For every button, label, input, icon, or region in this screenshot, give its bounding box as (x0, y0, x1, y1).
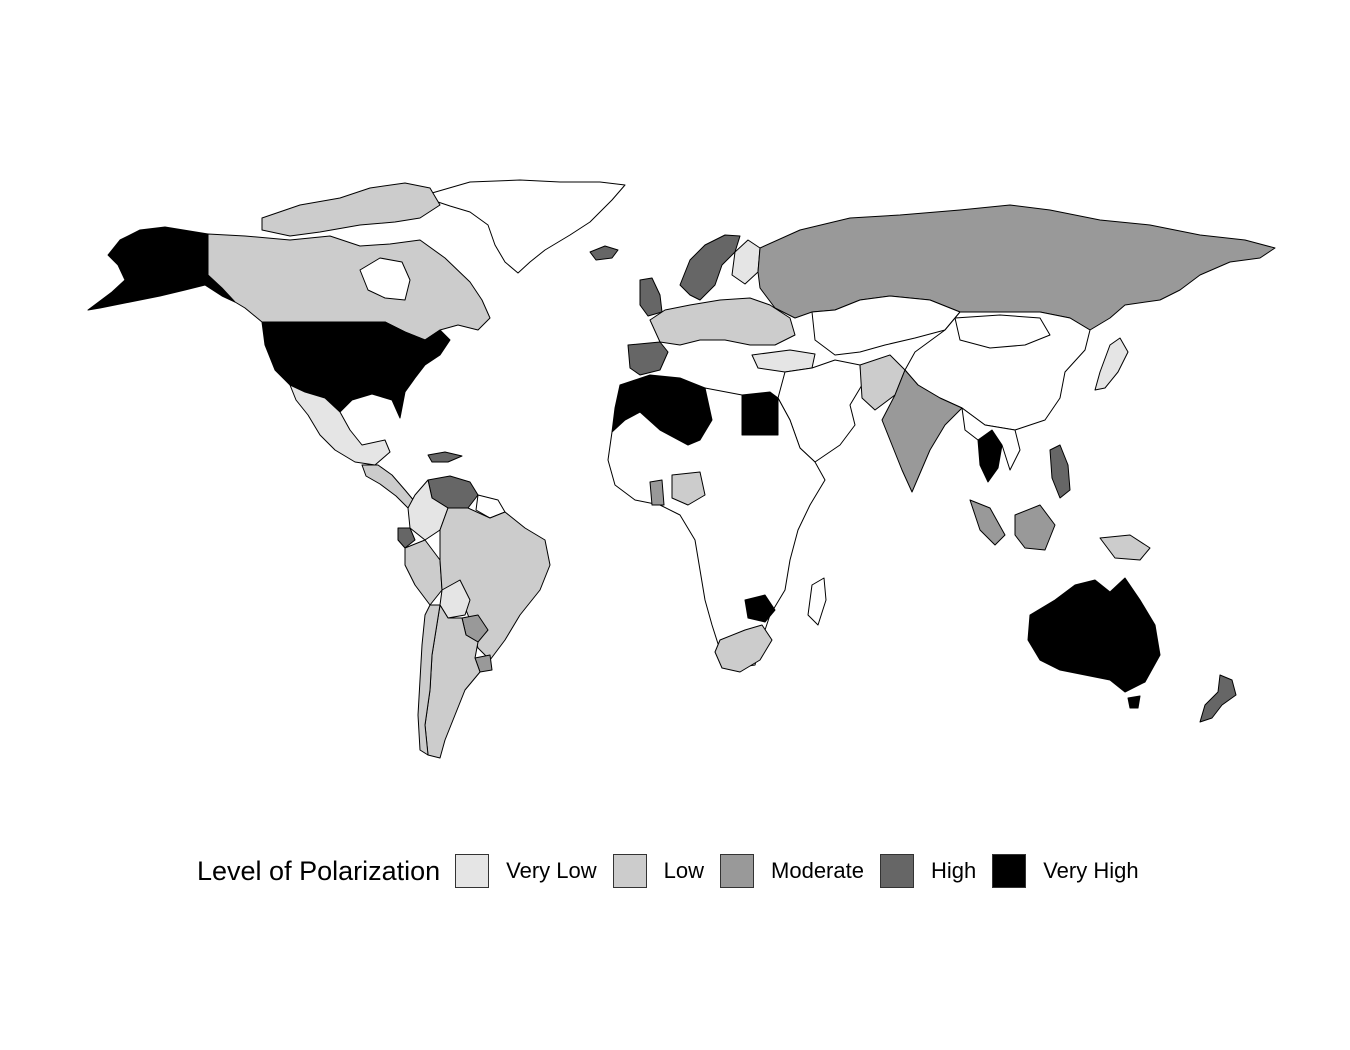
legend-item-high: High (879, 854, 992, 888)
country-caribbean (427, 451, 463, 463)
country-mongolia (954, 314, 1051, 349)
country-scandinavia (679, 234, 741, 301)
country-chile (417, 604, 441, 756)
legend-title: Level of Polarization (197, 855, 441, 886)
country-new-zealand (1199, 674, 1237, 723)
country-greenland (431, 179, 626, 274)
legend-swatch-very-high (992, 854, 1027, 888)
legend-label-very-low: Very Low (506, 858, 597, 883)
hudson-bay (359, 257, 411, 301)
legend-label-low: Low (663, 858, 705, 883)
country-ecuador (397, 527, 416, 549)
country-egypt (741, 391, 779, 436)
legend-swatch-very-low (455, 854, 490, 888)
legend-label-very-high: Very High (1043, 858, 1139, 883)
country-canada-arctic (261, 182, 441, 237)
country-iceland (589, 245, 619, 261)
country-japan (1094, 337, 1129, 391)
country-australia (1027, 577, 1161, 693)
country-africa (607, 387, 826, 669)
country-zimbabwe (744, 594, 776, 623)
country-malaysia-indonesia (969, 499, 1056, 551)
legend-swatch-moderate (720, 854, 755, 888)
legend-item-very-high: Very High (992, 854, 1154, 888)
country-ghana (649, 479, 665, 506)
country-tasmania (1127, 695, 1141, 709)
country-peru (404, 539, 443, 606)
country-iberia (627, 341, 669, 376)
legend: Level of Polarization Very Low Low Moder… (197, 852, 1155, 890)
country-canada (207, 233, 491, 341)
country-mexico (289, 384, 391, 466)
legend-swatch-high (879, 854, 914, 888)
country-png (1099, 534, 1151, 561)
legend-item-very-low: Very Low (455, 854, 613, 888)
legend-item-low: Low (612, 854, 720, 888)
legend-label-high: High (930, 858, 977, 883)
country-nigeria (671, 471, 706, 506)
country-central-america (361, 464, 416, 509)
country-india (881, 369, 963, 493)
country-madagascar (807, 577, 827, 626)
country-philippines (1049, 444, 1071, 499)
legend-item-moderate: Moderate (720, 854, 880, 888)
country-uk (639, 277, 663, 317)
country-southeast-asia (961, 407, 1021, 471)
country-western-europe (649, 297, 796, 346)
legend-swatch-low (612, 854, 647, 888)
country-south-africa (714, 624, 773, 673)
legend-label-moderate: Moderate (771, 858, 864, 883)
